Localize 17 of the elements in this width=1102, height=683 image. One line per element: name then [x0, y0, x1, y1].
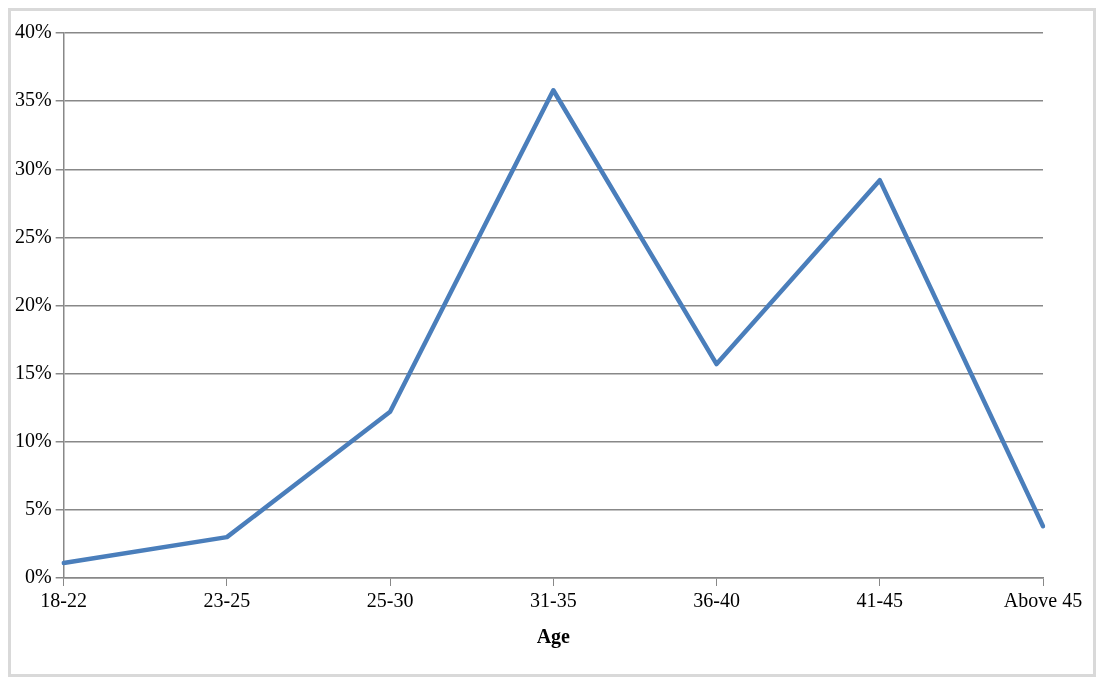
y-tick-label: 0% — [24, 565, 52, 588]
x-tick-label: 41-45 — [856, 589, 904, 612]
x-tick-label: 36-40 — [693, 589, 740, 612]
x-tick-label: 23-25 — [203, 589, 251, 612]
y-tick-label: 10% — [14, 429, 52, 451]
x-axis-title: Age — [536, 625, 571, 649]
y-tick-label: 30% — [14, 156, 52, 179]
y-tick-label: 35% — [14, 88, 52, 111]
y-tick-label: 20% — [14, 292, 52, 315]
y-tick-label: 25% — [14, 224, 52, 247]
x-tick-label: 31-35 — [529, 589, 577, 612]
y-tick-label: 5% — [24, 497, 52, 520]
x-tick-label: Above 45 — [1003, 589, 1083, 612]
x-tick-label: 18-22 — [40, 589, 87, 612]
y-tick-label: 15% — [14, 360, 52, 383]
x-tick-label: 25-30 — [366, 589, 414, 612]
y-tick-label: 40% — [14, 20, 52, 43]
